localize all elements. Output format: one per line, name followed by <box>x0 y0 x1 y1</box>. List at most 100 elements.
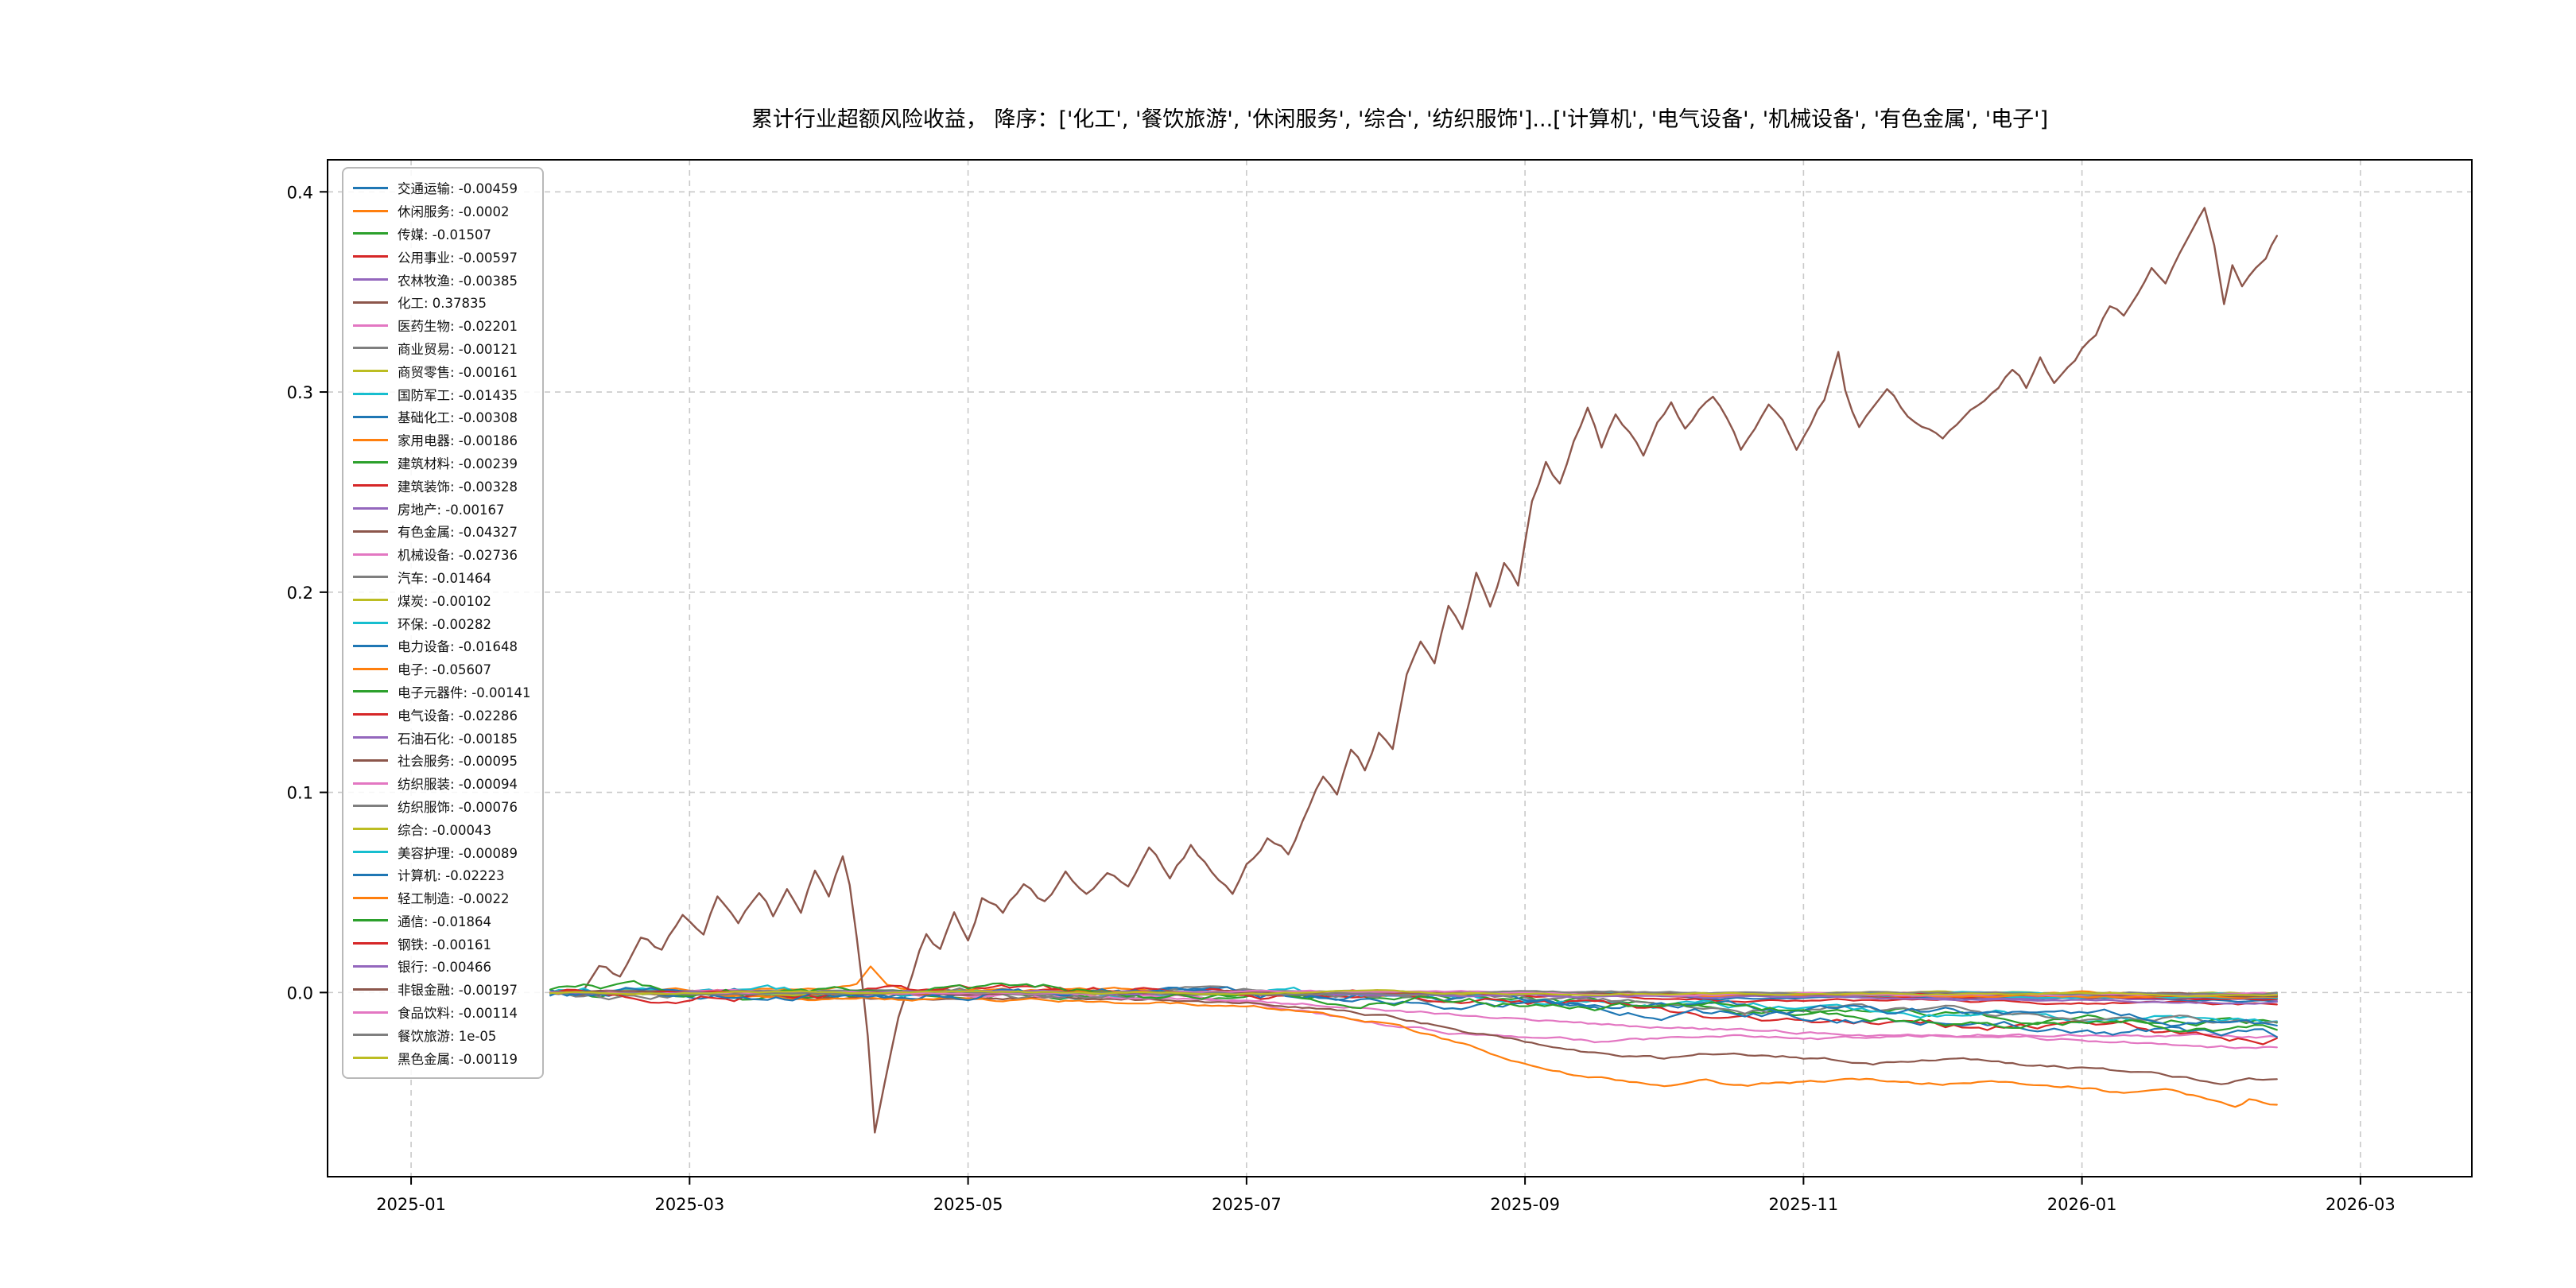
legend-swatch <box>353 530 388 533</box>
legend-label: 商贸零售: -0.00161 <box>398 364 518 380</box>
x-axis-tick-label: 2026-03 <box>2326 1195 2396 1214</box>
x-axis-tick-label: 2025-05 <box>933 1195 1003 1214</box>
legend-item: 电子: -0.05607 <box>353 658 531 681</box>
legend-swatch <box>353 942 388 945</box>
series-line <box>549 991 2278 1085</box>
legend-item: 农林牧渔: -0.00385 <box>353 268 531 291</box>
legend-label: 食品饮料: -0.00114 <box>398 1006 518 1022</box>
chart-title: 累计行业超额风险收益， 降序：['化工', '餐饮旅游', '休闲服务', '综… <box>751 107 2049 132</box>
legend-swatch <box>353 667 388 670</box>
y-axis-tick-label: 0.0 <box>287 983 313 1003</box>
y-axis-tick-label: 0.3 <box>287 383 313 402</box>
legend-swatch <box>353 1057 388 1060</box>
legend-label: 电子元器件: -0.00141 <box>398 685 531 700</box>
legend-swatch <box>353 758 388 762</box>
legend-item: 综合: -0.00043 <box>353 817 531 840</box>
legend-item: 通信: -0.01864 <box>353 910 531 933</box>
legend-item: 餐饮旅游: 1e-05 <box>353 1023 531 1046</box>
legend-item: 汽车: -0.01464 <box>353 566 531 589</box>
legend-swatch <box>353 622 388 625</box>
series-line <box>549 989 2278 998</box>
legend-swatch <box>353 255 388 258</box>
legend-item: 黑色金属: -0.00119 <box>353 1046 531 1069</box>
legend-swatch <box>353 736 388 739</box>
legend-item: 医药生物: -0.02201 <box>353 314 531 337</box>
legend-swatch <box>353 644 388 647</box>
y-axis-tick-label: 0.2 <box>287 584 313 603</box>
legend-label: 黑色金属: -0.00119 <box>398 1051 518 1067</box>
y-axis-tick-label: 0.4 <box>287 183 313 202</box>
legend-item: 电力设备: -0.01648 <box>353 634 531 658</box>
legend-item: 国防军工: -0.01435 <box>353 382 531 405</box>
legend-item: 有色金属: -0.04327 <box>353 520 531 543</box>
legend-label: 房地产: -0.00167 <box>398 502 505 518</box>
legend-label: 电气设备: -0.02286 <box>398 708 518 724</box>
legend-item: 非银金融: -0.00197 <box>353 978 531 1001</box>
legend-item: 美容护理: -0.00089 <box>353 840 531 863</box>
x-axis-tick-label: 2025-09 <box>1490 1195 1560 1214</box>
legend-item: 基础化工: -0.00308 <box>353 405 531 429</box>
legend-swatch <box>353 919 388 922</box>
legend-item: 电气设备: -0.02286 <box>353 703 531 726</box>
legend: 交通运输: -0.00459 休闲服务: -0.0002 传媒: -0.01507 公… <box>342 167 544 1080</box>
legend-label: 非银金融: -0.00197 <box>398 983 518 999</box>
y-axis-tick-label: 0.1 <box>287 784 313 803</box>
series-line <box>577 207 2278 1134</box>
legend-label: 计算机: -0.02223 <box>398 868 505 884</box>
legend-label: 化工: 0.37835 <box>398 296 487 312</box>
legend-item: 化工: 0.37835 <box>353 291 531 314</box>
legend-swatch <box>353 599 388 602</box>
legend-swatch <box>353 553 388 556</box>
legend-label: 电力设备: -0.01648 <box>398 639 518 655</box>
legend-label: 农林牧渔: -0.00385 <box>398 273 518 289</box>
legend-swatch <box>353 484 388 487</box>
legend-swatch <box>353 232 388 235</box>
legend-label: 基础化工: -0.00308 <box>398 410 518 426</box>
legend-swatch <box>353 713 388 716</box>
legend-label: 医药生物: -0.02201 <box>398 319 518 335</box>
legend-swatch <box>353 461 388 464</box>
legend-label: 钢铁: -0.00161 <box>398 937 491 952</box>
legend-swatch <box>353 828 388 831</box>
legend-swatch <box>353 851 388 853</box>
legend-item: 房地产: -0.00167 <box>353 497 531 520</box>
legend-item: 石油石化: -0.00185 <box>353 726 531 749</box>
legend-item: 休闲服务: -0.0002 <box>353 200 531 223</box>
legend-item: 计算机: -0.02223 <box>353 863 531 886</box>
legend-item: 交通运输: -0.00459 <box>353 177 531 200</box>
legend-label: 商业贸易: -0.00121 <box>398 341 518 357</box>
legend-label: 传媒: -0.01507 <box>398 227 491 242</box>
legend-swatch <box>353 690 388 693</box>
series-line <box>549 990 2278 996</box>
legend-swatch <box>353 1011 388 1014</box>
legend-label: 建筑装饰: -0.00328 <box>398 479 518 495</box>
legend-swatch <box>353 438 388 441</box>
legend-label: 建筑材料: -0.00239 <box>398 456 518 471</box>
x-axis-tick-label: 2025-03 <box>654 1195 724 1214</box>
legend-item: 煤炭: -0.00102 <box>353 588 531 611</box>
legend-item: 建筑材料: -0.00239 <box>353 452 531 475</box>
series-line <box>549 991 2278 1108</box>
x-axis-tick-label: 2025-01 <box>376 1195 446 1214</box>
legend-swatch <box>353 209 388 212</box>
legend-item: 钢铁: -0.00161 <box>353 932 531 955</box>
legend-label: 餐饮旅游: 1e-05 <box>398 1028 497 1044</box>
legend-swatch <box>353 278 388 281</box>
legend-label: 汽车: -0.01464 <box>398 570 491 586</box>
legend-swatch <box>353 415 388 418</box>
legend-swatch <box>353 301 388 304</box>
legend-label: 有色金属: -0.04327 <box>398 525 518 541</box>
legend-item: 商业贸易: -0.00121 <box>353 337 531 360</box>
legend-item: 纺织服饰: -0.00076 <box>353 795 531 818</box>
legend-label: 纺织服饰: -0.00076 <box>398 799 518 815</box>
legend-label: 交通运输: -0.00459 <box>398 181 518 197</box>
legend-item: 食品饮料: -0.00114 <box>353 1001 531 1024</box>
legend-label: 家用电器: -0.00186 <box>398 433 518 449</box>
legend-swatch <box>353 964 388 968</box>
x-axis-tick-label: 2026-01 <box>2047 1195 2117 1214</box>
legend-label: 休闲服务: -0.0002 <box>398 204 510 220</box>
legend-item: 纺织服装: -0.00094 <box>353 772 531 795</box>
legend-swatch <box>353 393 388 396</box>
legend-swatch <box>353 873 388 876</box>
